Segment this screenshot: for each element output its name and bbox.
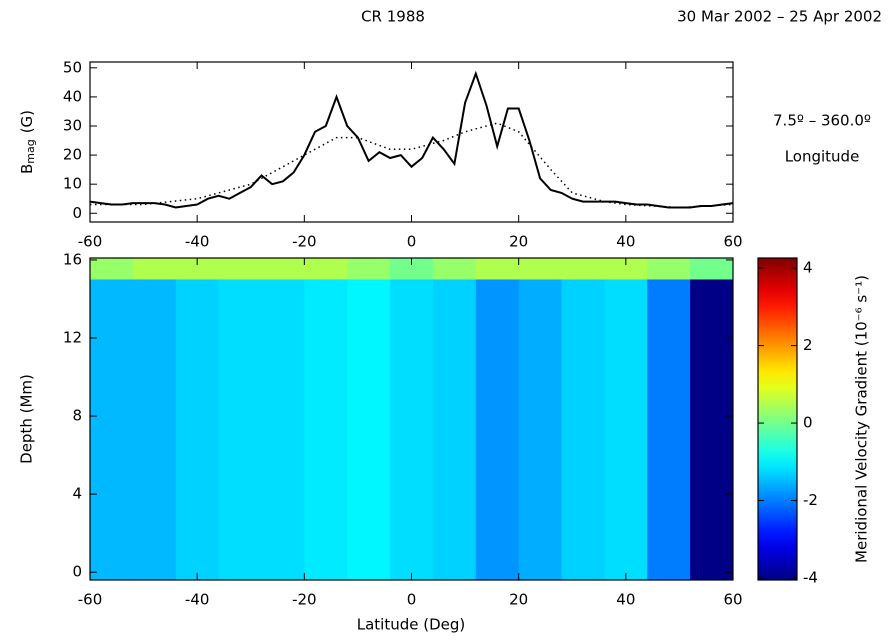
heat-cell — [561, 279, 605, 581]
y-tick-label: 4 — [72, 485, 82, 503]
x-axis-title: Latitude (Deg) — [357, 616, 466, 634]
y-axis-title: Bmag (G) — [18, 110, 38, 174]
x-tick-label: -40 — [185, 591, 210, 609]
x-tick-label: 0 — [407, 233, 417, 251]
y-tick-label: 0 — [72, 563, 82, 581]
longitude-range: 7.5º – 360.0º — [773, 112, 871, 130]
heat-cell — [261, 279, 305, 581]
colorbar-tick-label: -2 — [803, 491, 818, 509]
x-tick-label: 20 — [509, 591, 528, 609]
y-axis-title: Depth (Mm) — [18, 374, 36, 464]
y-axis-title-sub: mag — [24, 139, 37, 163]
colorbar-tick-label: 0 — [803, 414, 813, 432]
x-tick-label: -60 — [78, 233, 103, 251]
longitude-label: Longitude — [785, 148, 860, 166]
colorbar-tick-label: 2 — [803, 336, 813, 354]
heat-cell — [518, 279, 563, 581]
x-tick-label: 60 — [723, 591, 742, 609]
heat-cell — [647, 279, 691, 581]
y-tick-label: 16 — [63, 250, 82, 268]
y-tick-label: 50 — [63, 58, 82, 76]
colorbar — [757, 257, 798, 581]
x-tick-label: -40 — [185, 233, 210, 251]
plot-frame — [89, 61, 734, 223]
chart-title: CR 1988 — [361, 8, 425, 26]
heat-cell — [175, 279, 220, 581]
heat-cell — [90, 279, 134, 581]
heat-cell — [690, 279, 734, 581]
colorbar-title: Meridional Velocity Gradient (10⁻⁶ s⁻¹) — [853, 275, 871, 563]
heat-cell — [218, 279, 262, 581]
x-tick-label: 0 — [407, 591, 417, 609]
y-axis-title-unit: (G) — [18, 110, 36, 133]
x-tick-label: -20 — [292, 591, 317, 609]
line-series — [90, 122, 734, 209]
y-tick-label: 40 — [63, 87, 82, 105]
heat-cell — [390, 279, 434, 581]
y-tick-label: 12 — [63, 329, 82, 347]
heat-cell — [304, 279, 348, 581]
heat-cell — [475, 279, 520, 581]
x-tick-label: 20 — [509, 233, 528, 251]
x-tick-label: -20 — [292, 233, 317, 251]
y-tick-label: 10 — [63, 175, 82, 193]
x-tick-label: 40 — [616, 591, 635, 609]
x-tick-label: 40 — [616, 233, 635, 251]
y-axis-title-main: B — [18, 164, 36, 174]
colorbar-tick-label: -4 — [803, 569, 818, 587]
heat-cell — [347, 279, 391, 581]
line-series — [89, 70, 734, 209]
heat-cell — [604, 279, 648, 581]
colorbar-tick-label: 4 — [803, 259, 813, 277]
heat-cell — [132, 279, 177, 581]
x-tick-label: 60 — [723, 233, 742, 251]
heat-cell — [432, 279, 477, 581]
y-tick-label: 0 — [72, 204, 82, 222]
x-tick-label: -60 — [78, 591, 103, 609]
y-tick-label: 30 — [63, 117, 82, 135]
y-tick-label: 8 — [72, 407, 82, 425]
date-range: 30 Mar 2002 – 25 Apr 2002 — [677, 8, 882, 26]
y-tick-label: 20 — [63, 146, 82, 164]
